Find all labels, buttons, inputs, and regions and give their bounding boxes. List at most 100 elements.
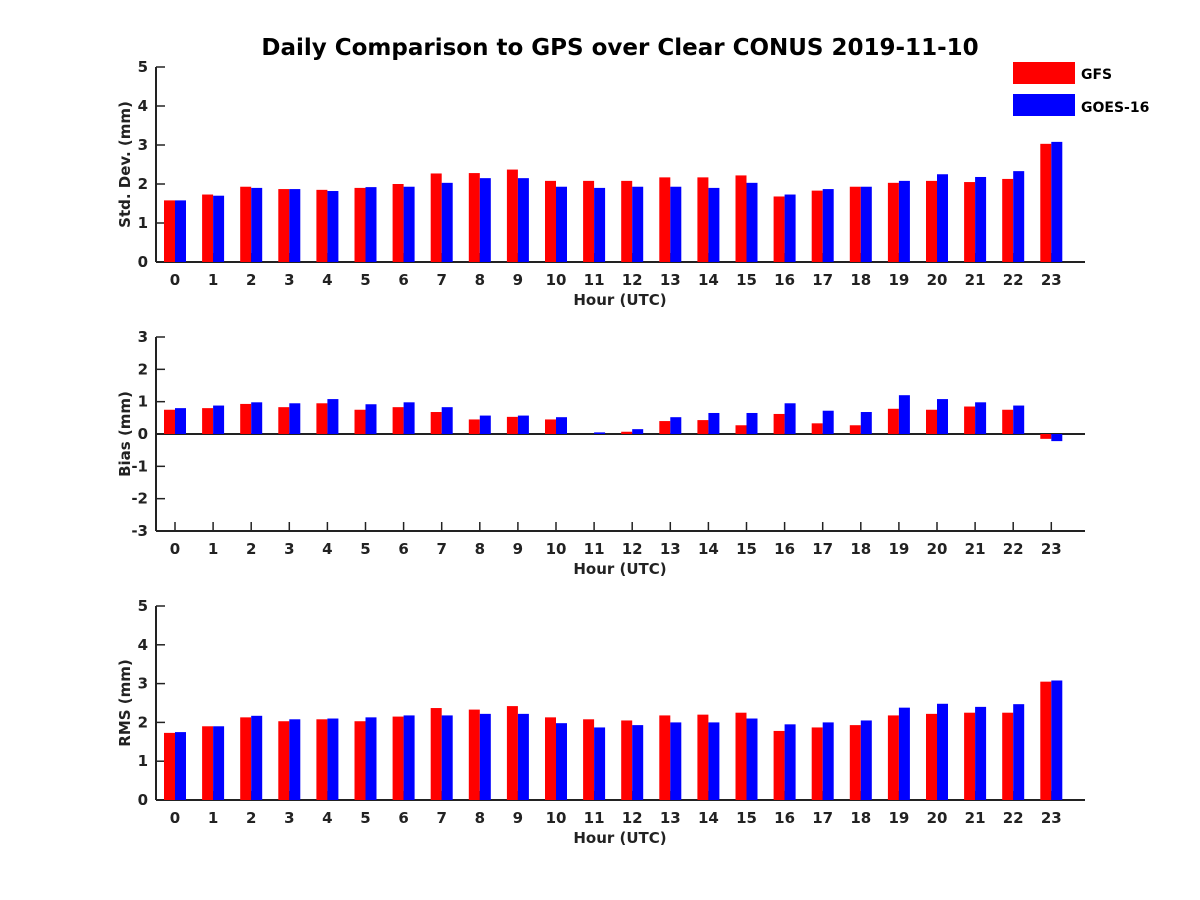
x-tick-label: 23: [1041, 540, 1062, 558]
bar-gfs-bias-8: [468, 419, 480, 434]
bar-gfs-rms-18: [849, 725, 861, 800]
x-tick-label: 13: [660, 271, 681, 289]
bar-gfs-bias-2: [240, 403, 252, 434]
x-tick-label: 16: [774, 540, 795, 558]
bar-goes16-bias-2: [251, 402, 263, 434]
x-tick-label: 19: [888, 271, 909, 289]
bar-gfs-rms-12: [621, 720, 633, 800]
y-tick-label: 0: [138, 425, 148, 443]
x-tick-label: 15: [736, 540, 757, 558]
bar-goes16-std-19: [898, 180, 910, 262]
legend-swatch-goes: [1013, 94, 1075, 116]
y-tick-label: 2: [138, 713, 148, 731]
bar-goes16-rms-20: [937, 703, 948, 800]
bar-gfs-rms-6: [392, 716, 404, 800]
bar-gfs-rms-1: [202, 726, 214, 800]
bar-goes16-rms-0: [175, 732, 186, 800]
bar-gfs-rms-11: [583, 719, 595, 800]
bar-goes16-rms-10: [556, 723, 567, 800]
bar-goes16-bias-18: [860, 412, 872, 434]
bar-gfs-std-3: [278, 189, 290, 262]
bar-gfs-std-16: [773, 196, 785, 262]
x-tick-label: 0: [170, 540, 180, 558]
y-tick-label: -1: [131, 457, 148, 475]
y-tick-label: 0: [138, 791, 148, 809]
bar-goes16-std-10: [556, 186, 567, 262]
legend-swatch-gfs: [1013, 62, 1075, 84]
y-tick-label: 4: [138, 97, 148, 115]
bar-gfs-bias-23: [1040, 434, 1052, 439]
bar-gfs-rms-13: [659, 715, 671, 800]
x-tick-label: 22: [1003, 809, 1024, 827]
x-tick-label: 5: [360, 809, 370, 827]
bar-goes16-std-20: [937, 174, 948, 262]
x-tick-label: 11: [584, 271, 605, 289]
bar-gfs-rms-3: [278, 721, 290, 800]
bar-goes16-std-7: [441, 182, 453, 262]
bar-gfs-bias-13: [659, 421, 671, 434]
bar-gfs-bias-12: [621, 431, 633, 434]
x-tick-label: 7: [436, 271, 446, 289]
bar-goes16-rms-2: [251, 715, 263, 800]
bar-gfs-rms-16: [773, 730, 785, 800]
bar-gfs-rms-19: [887, 715, 899, 800]
x-tick-label: 16: [774, 809, 795, 827]
legend: GFS GOES-16: [1013, 62, 1149, 116]
bar-goes16-bias-16: [784, 403, 796, 434]
bar-goes16-rms-23: [1051, 680, 1063, 800]
x-tick-label: 14: [698, 809, 719, 827]
bar-gfs-rms-15: [735, 712, 747, 800]
x-tick-label: 21: [965, 809, 986, 827]
x-tick-label: 23: [1041, 809, 1062, 827]
x-tick-label: 13: [660, 809, 681, 827]
bar-gfs-std-12: [621, 180, 633, 262]
bar-gfs-bias-1: [202, 408, 214, 434]
bar-goes16-std-22: [1013, 171, 1025, 262]
bar-gfs-bias-5: [354, 409, 366, 434]
bar-gfs-std-7: [430, 173, 442, 262]
bar-gfs-bias-3: [278, 407, 290, 434]
legend-label-goes: GOES-16: [1081, 100, 1149, 116]
x-tick-label: 12: [622, 271, 643, 289]
bar-gfs-rms-0: [164, 732, 175, 800]
bar-goes16-std-16: [784, 194, 796, 262]
bar-goes16-bias-4: [327, 399, 339, 434]
bar-goes16-bias-9: [517, 415, 529, 434]
bar-gfs-rms-23: [1040, 681, 1052, 800]
x-axis-label: Hour (UTC): [573, 829, 666, 847]
x-tick-label: 23: [1041, 271, 1062, 289]
bar-gfs-std-18: [849, 186, 861, 262]
x-tick-label: 17: [812, 540, 833, 558]
bar-goes16-bias-5: [365, 404, 377, 434]
bar-gfs-std-11: [583, 180, 595, 262]
bar-gfs-std-6: [392, 184, 404, 262]
x-tick-label: 16: [774, 271, 795, 289]
bar-goes16-rms-17: [822, 722, 834, 800]
bar-gfs-rms-10: [545, 717, 556, 800]
bar-goes16-bias-19: [898, 395, 910, 434]
bar-gfs-bias-7: [430, 412, 442, 434]
x-tick-label: 8: [475, 540, 485, 558]
bar-gfs-bias-19: [887, 408, 899, 434]
x-tick-label: 13: [660, 540, 681, 558]
bar-goes16-rms-1: [213, 726, 225, 800]
bar-goes16-rms-6: [403, 715, 415, 800]
bar-goes16-rms-15: [746, 718, 758, 800]
x-tick-label: 8: [475, 271, 485, 289]
bar-gfs-bias-6: [392, 407, 404, 434]
y-tick-label: 3: [138, 136, 148, 154]
bar-goes16-bias-7: [441, 407, 453, 434]
bar-goes16-bias-3: [289, 403, 301, 434]
bar-goes16-std-17: [822, 189, 834, 262]
bar-goes16-rms-7: [441, 715, 453, 800]
x-tick-label: 14: [698, 540, 719, 558]
bar-goes16-std-12: [632, 186, 644, 262]
y-tick-label: 2: [138, 360, 148, 378]
x-tick-label: 3: [284, 809, 294, 827]
y-tick-label: 1: [138, 752, 148, 770]
bar-gfs-std-13: [659, 177, 671, 262]
bar-goes16-rms-4: [327, 718, 339, 800]
bar-goes16-bias-13: [670, 417, 682, 434]
x-tick-label: 0: [170, 271, 180, 289]
